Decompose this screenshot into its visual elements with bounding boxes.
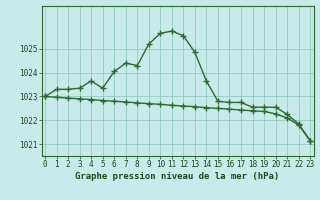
X-axis label: Graphe pression niveau de la mer (hPa): Graphe pression niveau de la mer (hPa): [76, 172, 280, 181]
